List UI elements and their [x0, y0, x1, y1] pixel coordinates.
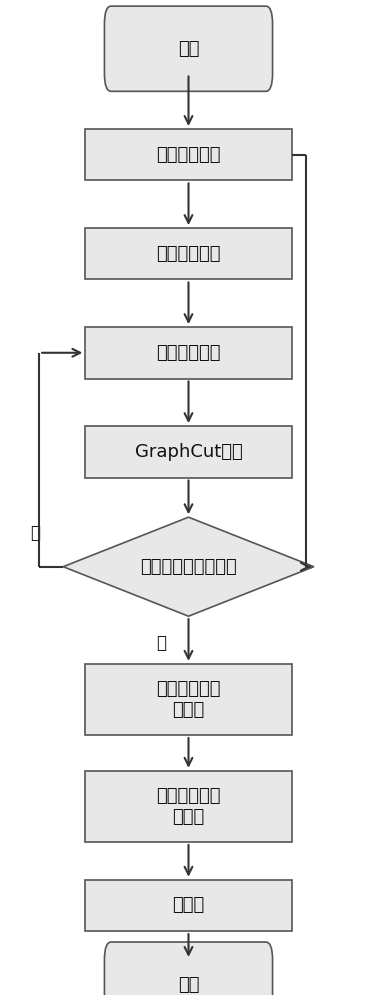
- Bar: [85, 664, 292, 735]
- Text: 开始: 开始: [178, 40, 199, 58]
- Text: 否: 否: [31, 524, 40, 542]
- Bar: [85, 880, 292, 931]
- Text: GraphCut分割: GraphCut分割: [135, 443, 242, 461]
- Bar: [85, 771, 292, 842]
- Bar: [85, 228, 292, 279]
- Text: 图片像素聚类: 图片像素聚类: [156, 245, 221, 263]
- Bar: [85, 327, 292, 379]
- Text: 输入左右图片: 输入左右图片: [156, 146, 221, 164]
- Bar: [85, 129, 292, 180]
- Text: 获取前景部分
深度图: 获取前景部分 深度图: [156, 680, 221, 719]
- Bar: [85, 426, 292, 478]
- Text: 获取背景部分
深度图: 获取背景部分 深度图: [156, 787, 221, 826]
- Text: 分割结果满足要求？: 分割结果满足要求？: [140, 558, 237, 576]
- Text: 是: 是: [156, 634, 166, 652]
- FancyBboxPatch shape: [104, 6, 273, 91]
- FancyBboxPatch shape: [104, 942, 273, 1000]
- Text: 引入人工标记: 引入人工标记: [156, 344, 221, 362]
- Text: 结束: 结束: [178, 976, 199, 994]
- Polygon shape: [63, 517, 314, 616]
- Text: 后处理: 后处理: [172, 896, 205, 914]
